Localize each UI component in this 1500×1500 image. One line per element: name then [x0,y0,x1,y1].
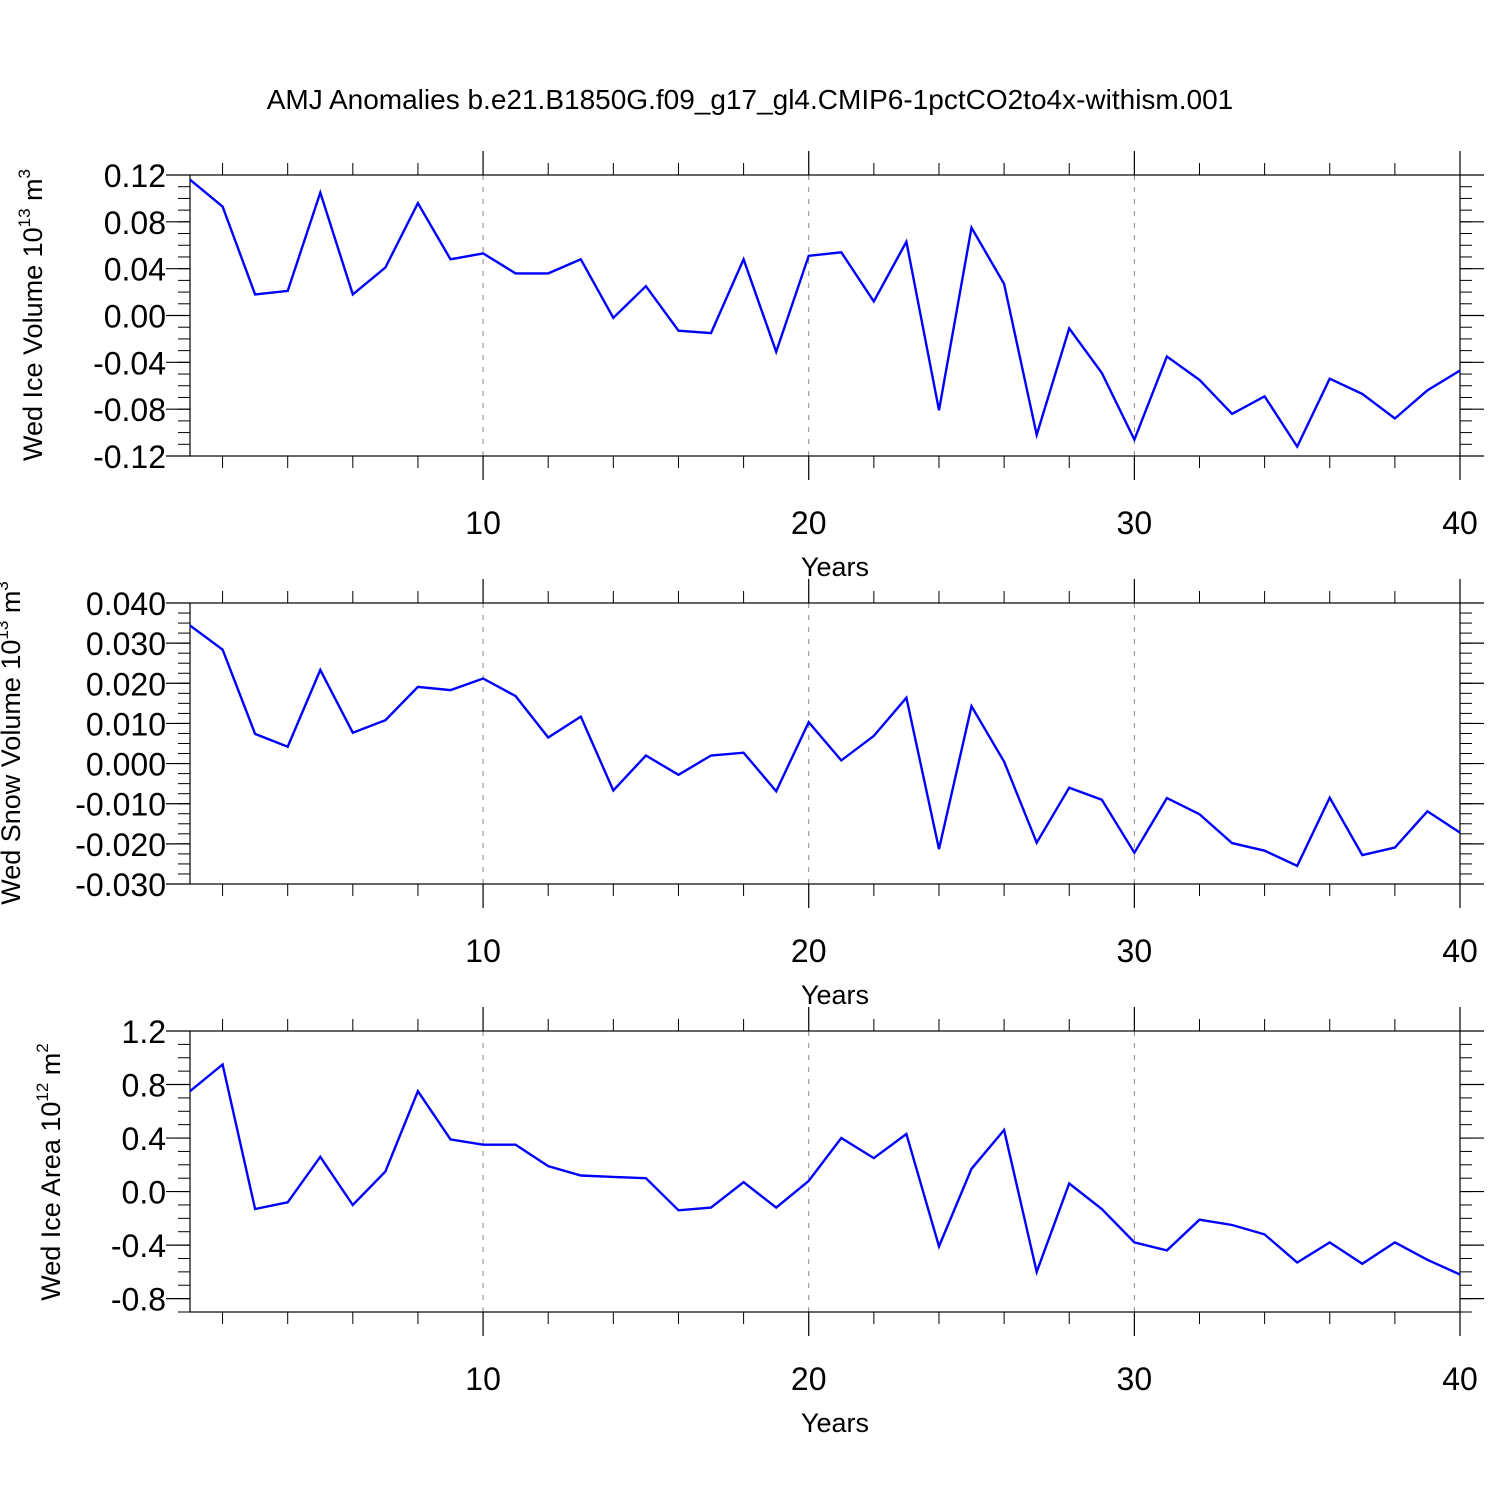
series-line [189,1062,1461,1277]
y-tick-label: 0.0 [122,1175,166,1211]
x-axis-label: Years [801,552,869,582]
x-axis-label: Years [801,1408,869,1438]
x-tick-label: 20 [791,1361,827,1397]
y-axis-label: Wed Snow Volume 1013 m3 [0,581,26,905]
x-tick-label: 20 [791,505,827,541]
chart-panel-2: 10 20 30 40 Years 0.040 0.030 0.020 0.010 0.000 -0… [0,579,1484,1010]
chart-panel-3: 10 20 30 40 Years 1.2 0.8 0.4 0.0 -0.4 -0.8 Wed Ice… [33,1007,1484,1438]
y-tick-label: -0.030 [75,867,166,903]
x-tick-label: 40 [1442,1361,1478,1397]
x-tick-label: 30 [1117,1361,1153,1397]
x-tick-label: 30 [1117,505,1153,541]
plot-frame [189,1030,1461,1313]
y-tick-label: 0.00 [104,299,166,335]
y-tick-label: -0.010 [75,787,166,823]
y-tick-label: 0.8 [122,1068,166,1104]
y-tick-label: 0.030 [86,626,166,662]
y-tick-label: 0.04 [104,252,166,288]
y-tick-label: 0.020 [86,666,166,702]
y-axis-label: Wed Ice Area 1012 m2 [33,1043,66,1301]
y-tick-label: 0.4 [122,1121,166,1157]
x-axis-label: Years [801,980,869,1010]
y-tick-label: 0.000 [86,747,166,783]
series-line [189,178,1461,450]
x-tick-label: 10 [465,1361,501,1397]
y-tick-label: -0.020 [75,827,166,863]
y-tick-label: 0.12 [104,158,166,194]
y-tick-label: -0.12 [93,439,166,475]
x-tick-label: 40 [1442,933,1478,969]
x-tick-label: 20 [791,933,827,969]
series-line [189,624,1461,868]
y-tick-label: 0.040 [86,586,166,622]
y-tick-label: -0.4 [111,1228,166,1264]
x-tick-label: 40 [1442,505,1478,541]
chart-panel-1: 10 20 30 40 Years 0.12 0.08 0.04 0.00 -0.04 -0.08 -… [15,151,1484,582]
y-tick-label: 0.010 [86,706,166,742]
y-tick-label: -0.04 [93,345,166,381]
y-tick-label: -0.08 [93,392,166,428]
plot-frame [189,602,1461,885]
y-tick-label: -0.8 [111,1282,166,1318]
plot-frame [189,174,1461,457]
figure-title: AMJ Anomalies b.e21.B1850G.f09_g17_gl4.C… [266,84,1234,115]
y-axis-label: Wed Ice Volume 1013 m3 [15,169,48,461]
y-tick-label: 1.2 [122,1014,166,1050]
x-tick-label: 10 [465,933,501,969]
x-tick-label: 30 [1117,933,1153,969]
x-tick-label: 10 [465,505,501,541]
y-tick-label: 0.08 [104,205,166,241]
